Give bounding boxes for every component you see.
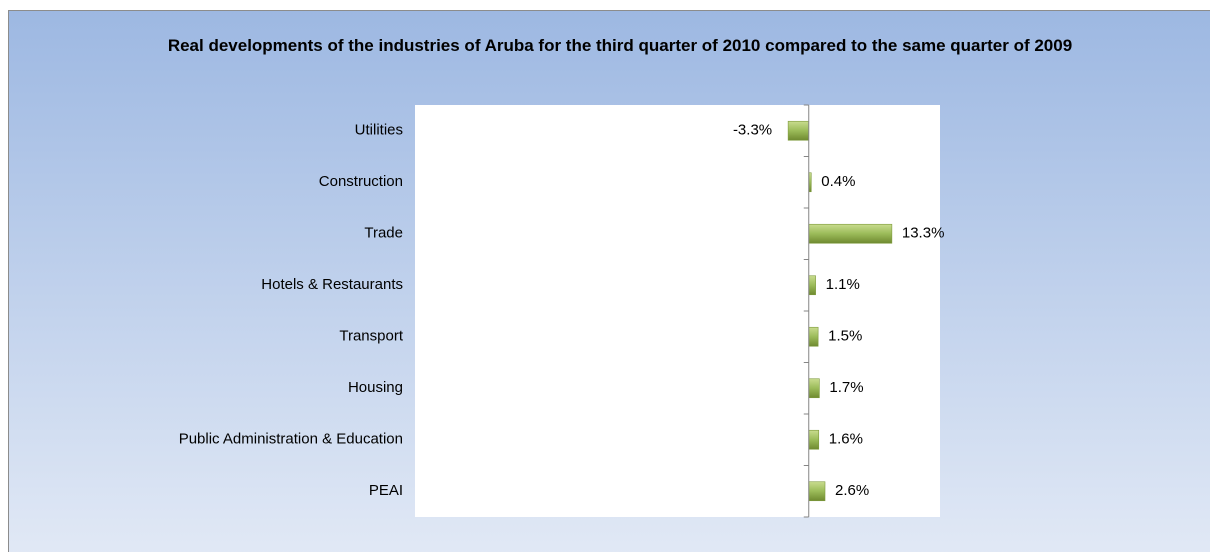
- y-tick-label: Hotels & Restaurants: [261, 276, 403, 293]
- y-tick-label: Utilities: [355, 122, 403, 139]
- data-label: 0.4%: [821, 173, 855, 190]
- data-label: 2.6%: [835, 482, 869, 499]
- y-tick-label: PEAI: [369, 482, 403, 499]
- bar: [808, 429, 820, 450]
- data-label: 13.3%: [902, 225, 945, 242]
- bar: [808, 481, 826, 502]
- bar: [808, 223, 893, 244]
- data-label: 1.7%: [829, 379, 863, 396]
- bar: [808, 275, 816, 296]
- data-label: 1.5%: [828, 328, 862, 345]
- data-label: 1.1%: [826, 276, 860, 293]
- bar: [808, 378, 820, 399]
- data-label: -3.3%: [733, 122, 772, 139]
- y-tick-label: Housing: [348, 379, 403, 396]
- plot-area: [415, 105, 940, 517]
- y-tick-label: Trade: [364, 225, 403, 242]
- bar: [787, 120, 810, 141]
- y-tick-label: Construction: [319, 173, 403, 190]
- bar: [808, 326, 819, 347]
- chart-title: Real developments of the industries of A…: [167, 36, 1073, 55]
- y-tick-label: Public Administration & Education: [179, 431, 403, 448]
- data-label: 1.6%: [829, 431, 863, 448]
- y-tick-label: Transport: [339, 328, 403, 345]
